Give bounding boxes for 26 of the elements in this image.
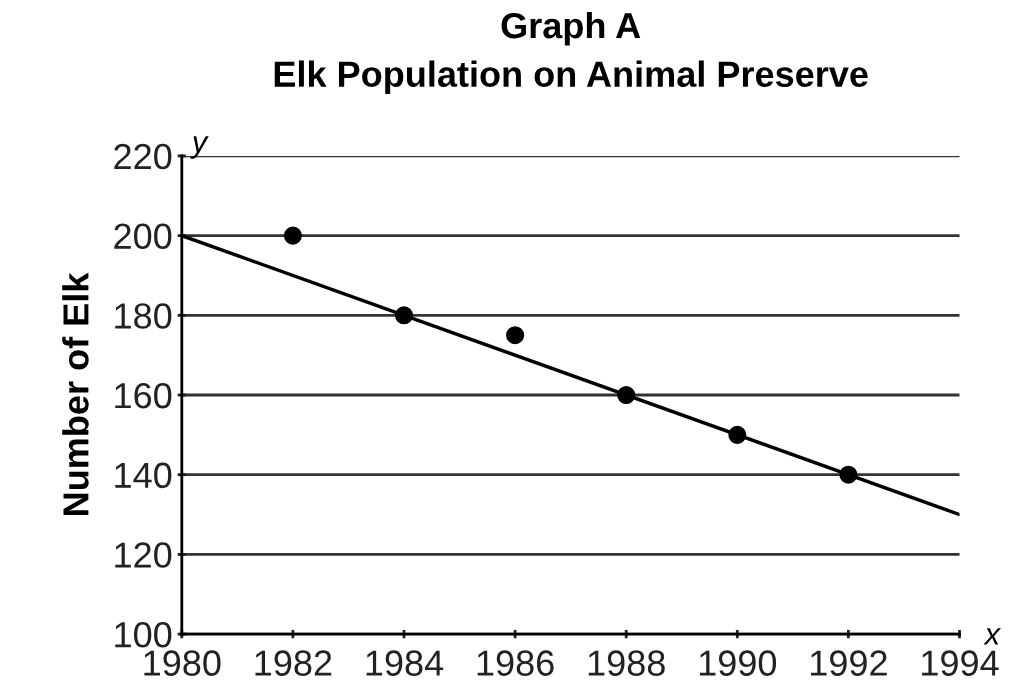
- chart-subtitle: Elk Population on Animal Preserve: [274, 60, 868, 95]
- point: [728, 425, 747, 444]
- point: [283, 226, 302, 245]
- x-tick-label: 1986: [477, 650, 554, 676]
- annotation: y: [190, 136, 209, 159]
- point: [506, 326, 525, 345]
- point: [839, 465, 858, 484]
- y-tick-label: 180: [115, 303, 172, 329]
- x-tick-label: 1992: [810, 650, 887, 676]
- text: x: [983, 628, 1001, 645]
- y-tick-label: 120: [115, 542, 172, 568]
- x-tick-label: 1980: [144, 650, 221, 676]
- y-axis-title: Number of Elk: [62, 272, 89, 515]
- point: [617, 385, 636, 405]
- point: [394, 306, 414, 325]
- x-tick-label: 1988: [588, 650, 665, 676]
- y-tick-label: 200: [114, 223, 172, 250]
- y-tick-label: 140: [115, 462, 172, 489]
- y-tick-label: 220: [114, 143, 172, 170]
- x-tick-label: 1994: [922, 650, 999, 676]
- x-tick-label: 1984: [366, 650, 444, 676]
- x-tick-label: 1990: [699, 650, 777, 676]
- y-tick-label: 160: [115, 382, 172, 409]
- chart-title: Graph A: [501, 11, 641, 46]
- x-tick-label: 1982: [255, 650, 332, 676]
- y-tick-label: 100: [115, 621, 172, 648]
